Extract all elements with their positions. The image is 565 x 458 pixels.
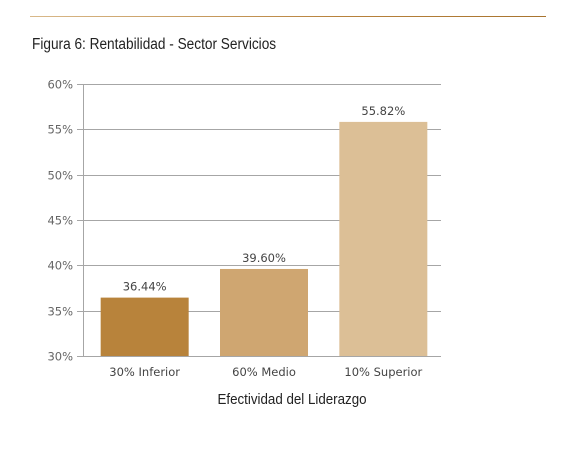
y-tick-label: 30% [47,350,73,364]
y-tick-label: 40% [47,259,73,273]
x-category-label: 60% Medio [232,365,296,379]
bar-value-label: 55.82% [361,104,405,118]
bar [100,297,189,356]
y-tick-label: 60% [47,78,73,92]
top-divider [30,16,546,17]
x-axis-title: Efectividad del Liderazgo [217,392,368,408]
x-category-label: 10% Superior [344,365,422,379]
bar-value-label: 39.60% [242,251,286,265]
y-tick-label: 55% [47,123,73,137]
bar [339,121,428,356]
chart-title: Figura 6: Rentabilidad - Sector Servicio… [32,36,277,53]
y-tick-label: 35% [47,305,73,319]
axes [77,84,441,357]
y-tick-label: 50% [47,169,73,183]
bar [220,268,308,356]
bars [100,121,428,356]
x-category-label: 30% Inferior [109,365,180,379]
bar-value-label: 36.44% [123,280,167,294]
labels: 30% 35% 40% 45% 50% 55% 60% 36.44% 30% Inferior 3… [47,78,422,380]
y-tick-label: 45% [47,214,73,228]
